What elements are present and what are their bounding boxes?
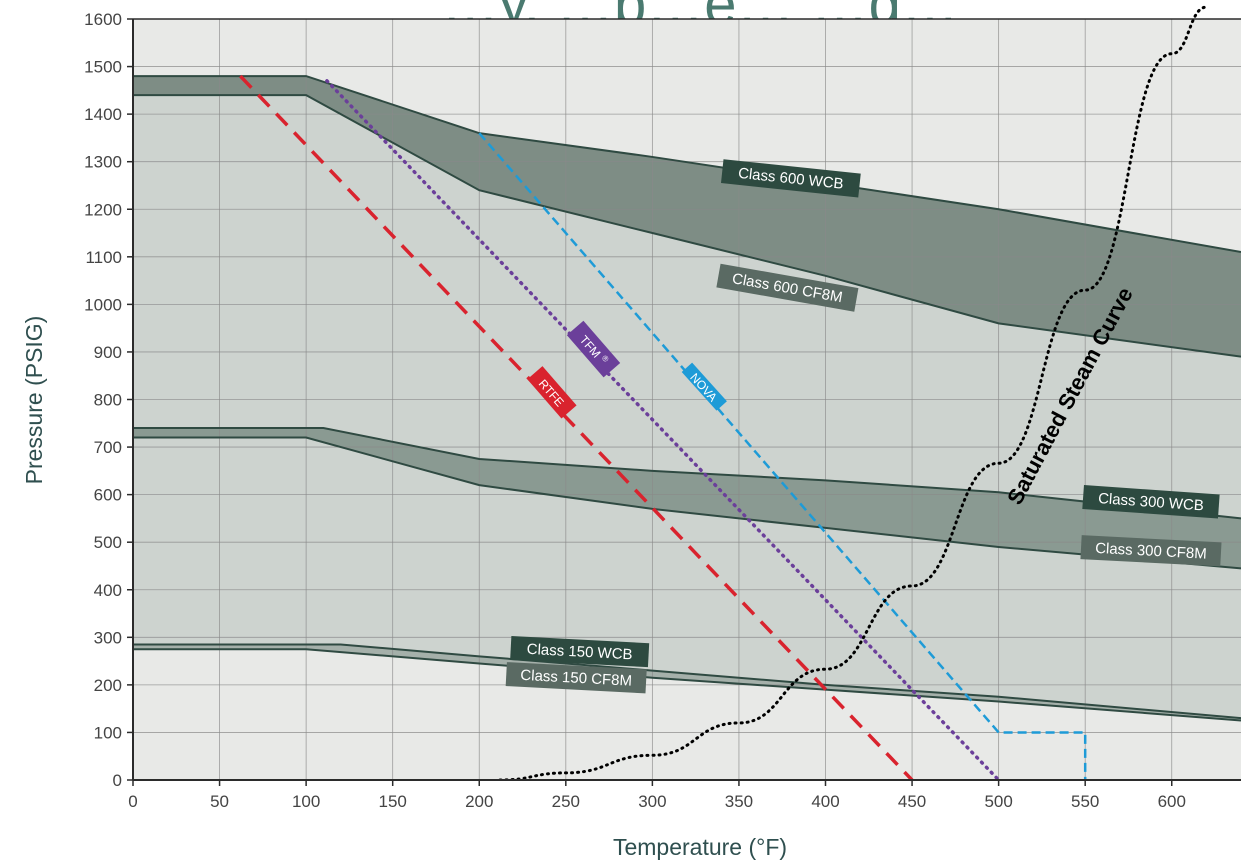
- x-tick-label: 450: [898, 792, 926, 811]
- x-tick-label: 500: [984, 792, 1012, 811]
- y-tick-label: 0: [113, 771, 122, 790]
- boundary-line-class-600-wcb: [133, 75, 1241, 254]
- rtfe-line: [239, 74, 914, 782]
- label-class-300-cf8m-text: Class 300 CF8M: [1095, 540, 1207, 563]
- y-tick-label: 600: [94, 486, 122, 505]
- label-class-150-wcb-text: Class 150 WCB: [526, 641, 633, 664]
- saturated-steam-curve: [498, 5, 1208, 780]
- y-tick-label: 1000: [84, 295, 122, 314]
- y-tick-label: 100: [94, 723, 122, 742]
- x-tick-label: 200: [465, 792, 493, 811]
- x-tick-label: 400: [811, 792, 839, 811]
- label-tfm-sup: ®: [600, 354, 611, 364]
- x-tick-label: 150: [379, 792, 407, 811]
- x-tick-label: 300: [638, 792, 666, 811]
- boundary-line-class-300-wcb: [133, 427, 1241, 520]
- label-class-300-wcb-bg: [1082, 485, 1220, 519]
- x-tick-label: 50: [210, 792, 229, 811]
- y-tick-label: 400: [94, 581, 122, 600]
- y-tick-label: 700: [94, 438, 122, 457]
- y-tick-label: 1100: [85, 248, 122, 267]
- x-tick-label: 250: [552, 792, 580, 811]
- boundary-line-class-600-cf8m: [133, 94, 1241, 358]
- y-axis: 0 100 200 300 400 500 600 700 800 900 1000 1100 1200…: [84, 10, 133, 790]
- region-class-150: [133, 649, 1241, 780]
- y-axis-title: Pressure (PSIG): [21, 316, 47, 485]
- y-tick-label: 800: [94, 391, 122, 410]
- y-tick-label: 900: [94, 343, 122, 362]
- label-class-150-cf8m-bg: [505, 662, 647, 694]
- label-class-150-cf8m: Class 150 CF8M: [505, 662, 647, 694]
- label-class-600-cf8m-bg: [716, 263, 859, 312]
- x-axis-title: Temperature (°F): [613, 834, 787, 860]
- boundary-line-class-150-wcb: [133, 643, 1241, 720]
- nova-line: [478, 132, 1087, 780]
- label-class-600-wcb-bg: [720, 159, 861, 198]
- boundary-line-class-300-cf8m: [133, 436, 1241, 570]
- label-class-150-cf8m-text: Class 150 CF8M: [520, 667, 632, 690]
- label-class-300-wcb: Class 300 WCB: [1082, 485, 1220, 519]
- x-axis: 0 50 100 150 200 250 300 350 400 450 500 550 600: [128, 780, 1186, 811]
- x-tick-label: 100: [292, 792, 320, 811]
- tfm-line: [325, 79, 1001, 782]
- band-class-600: [133, 76, 1241, 357]
- boundary-line-class-150-cf8m: [133, 648, 1241, 722]
- y-tick-label: 1500: [84, 58, 122, 77]
- label-class-300-cf8m-bg: [1080, 535, 1222, 567]
- label-class-150-wcb-bg: [510, 635, 650, 668]
- label-rtfe-bg: [527, 366, 577, 419]
- y-tick-label: 1400: [84, 105, 122, 124]
- y-tick-label: 1300: [84, 153, 122, 172]
- band-class-300: [133, 428, 1241, 569]
- y-tick-label: 200: [94, 676, 122, 695]
- y-tick-label: 300: [94, 628, 122, 647]
- y-tick-label: 500: [94, 533, 122, 552]
- label-class-300-cf8m: Class 300 CF8M: [1080, 535, 1222, 567]
- x-tick-label: 350: [725, 792, 753, 811]
- x-tick-label: 550: [1071, 792, 1099, 811]
- x-tick-label: 600: [1158, 792, 1186, 811]
- y-tick-label: 1200: [84, 200, 122, 219]
- plot-area: [132, 5, 1241, 782]
- label-class-150-wcb: Class 150 WCB: [510, 635, 650, 668]
- label-nova-bg: [681, 362, 727, 411]
- label-tfm-bg: [566, 320, 621, 378]
- y-tick-label: 1600: [84, 10, 122, 29]
- x-tick-label: 0: [128, 792, 137, 811]
